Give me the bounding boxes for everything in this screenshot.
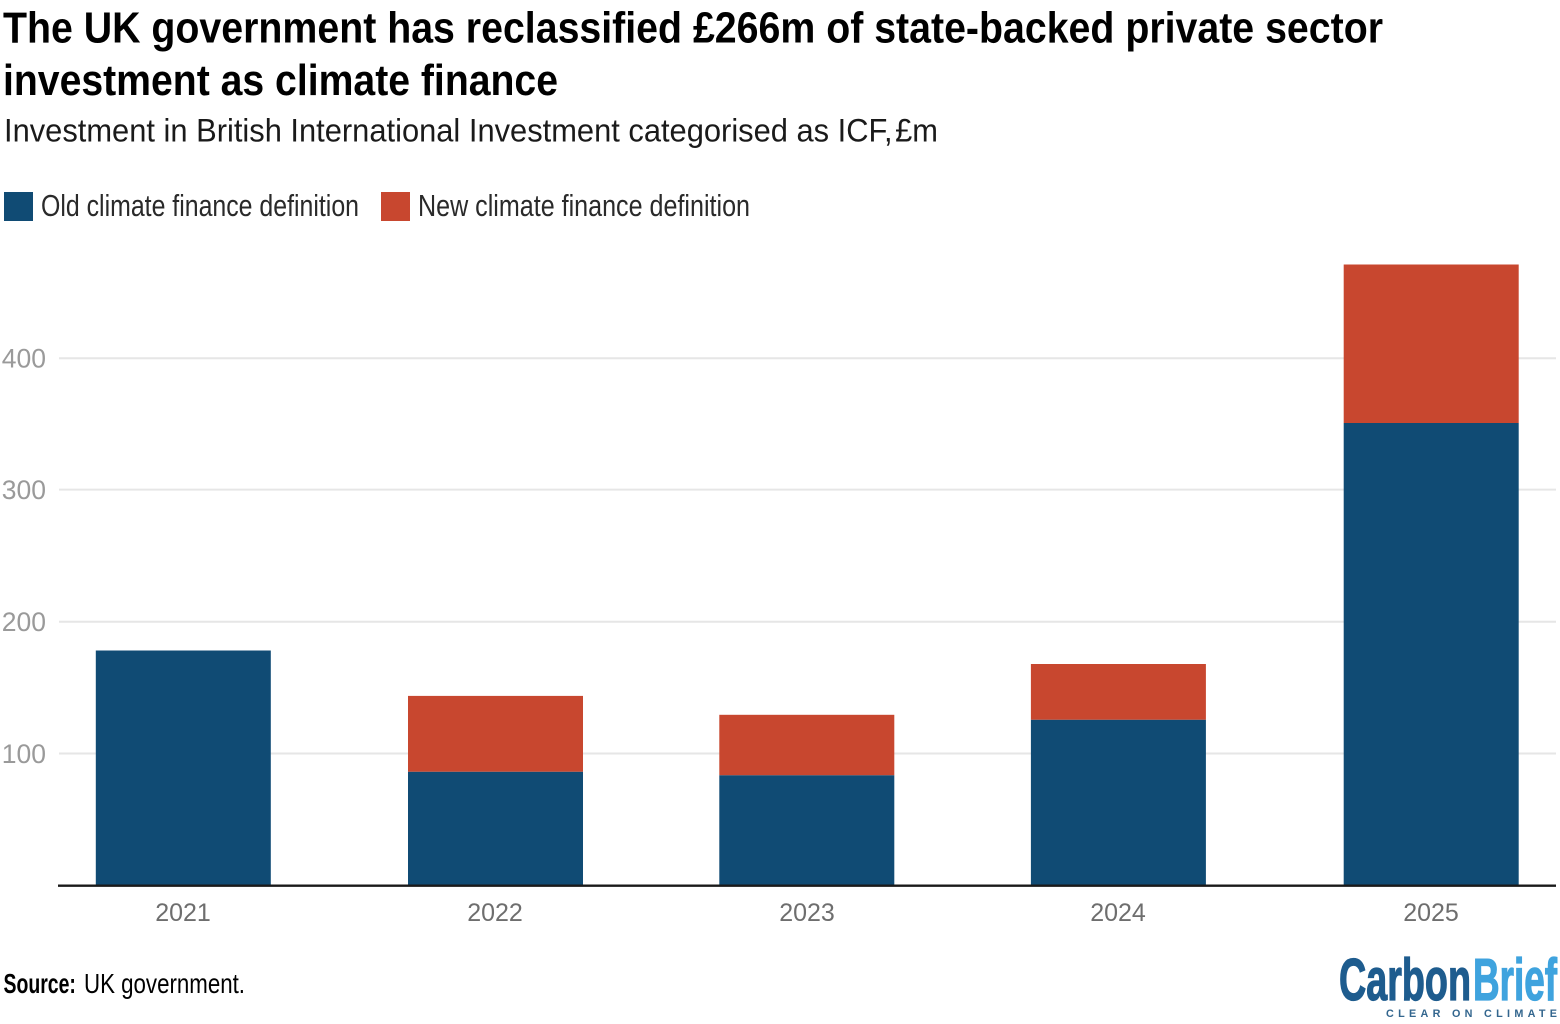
svg-text:Old climate finance definition: Old climate finance definition — [41, 189, 359, 223]
svg-text:200: 200 — [2, 607, 46, 637]
svg-text:Brief: Brief — [1473, 947, 1557, 1013]
svg-text:2021: 2021 — [155, 899, 211, 927]
svg-text:100: 100 — [2, 739, 46, 769]
svg-text:Carbon: Carbon — [1339, 947, 1471, 1013]
svg-text:400: 400 — [2, 343, 46, 373]
svg-text:Investment in British Internat: Investment in British International Inve… — [4, 113, 938, 149]
svg-text:New climate finance definition: New climate finance definition — [418, 189, 750, 223]
svg-text:2024: 2024 — [1090, 899, 1146, 927]
svg-text:The UK government has reclassi: The UK government has reclassified £266m… — [3, 4, 1383, 53]
svg-text:CLEAR ON CLIMATE: CLEAR ON CLIMATE — [1386, 1008, 1557, 1020]
svg-text:investment as climate finance: investment as climate finance — [3, 56, 558, 105]
svg-text:2025: 2025 — [1403, 899, 1459, 927]
svg-text:Source:: Source: — [4, 968, 76, 999]
svg-text:UK government.: UK government. — [84, 968, 245, 999]
svg-text:2023: 2023 — [779, 899, 835, 927]
svg-text:300: 300 — [2, 475, 46, 505]
svg-text:2022: 2022 — [467, 899, 523, 927]
